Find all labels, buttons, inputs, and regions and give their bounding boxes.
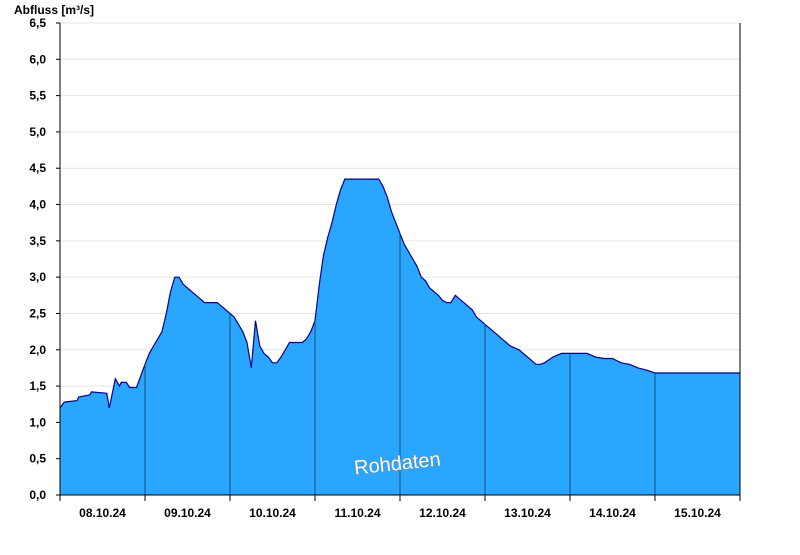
x-tick-label: 13.10.24: [504, 506, 551, 520]
day-separator-layer: [144, 233, 656, 495]
axes-layer: [56, 22, 741, 501]
y-axis-title: Abfluss [m³/s]: [14, 3, 94, 17]
labels-layer: 0,0 0,5 1,0 1,5 2,0 2,5 3,0 3,5 4,0 4,5 5,0 5,5 6,0 6…: [29, 16, 721, 520]
y-tick-label: 1,5: [29, 379, 46, 393]
y-tick-label: 6,0: [29, 52, 46, 66]
x-tick-label: 08.10.24: [79, 506, 126, 520]
y-tick-label: 4,0: [29, 198, 46, 212]
y-tick-label: 4,5: [29, 161, 46, 175]
discharge-line: [59, 178, 740, 409]
x-tick-label: 09.10.24: [164, 506, 211, 520]
y-tick-label: 3,0: [29, 270, 46, 284]
y-tick-label: 3,5: [29, 234, 46, 248]
x-tick-label: 10.10.24: [249, 506, 296, 520]
y-tick-label: 0,0: [29, 488, 46, 502]
y-tick-label: 6,5: [29, 16, 46, 30]
y-tick-label: 1,0: [29, 415, 46, 429]
y-tick-label: 5,0: [29, 125, 46, 139]
x-tick-label: 14.10.24: [589, 506, 636, 520]
y-tick-label: 5,5: [29, 89, 46, 103]
x-tick-label: 15.10.24: [674, 506, 721, 520]
x-tick-label: 12.10.24: [419, 506, 466, 520]
y-tick-label: 2,0: [29, 343, 46, 357]
y-tick-label: 0,5: [29, 452, 46, 466]
y-tick-label: 2,5: [29, 306, 46, 320]
x-tick-label: 11.10.24: [334, 506, 380, 520]
